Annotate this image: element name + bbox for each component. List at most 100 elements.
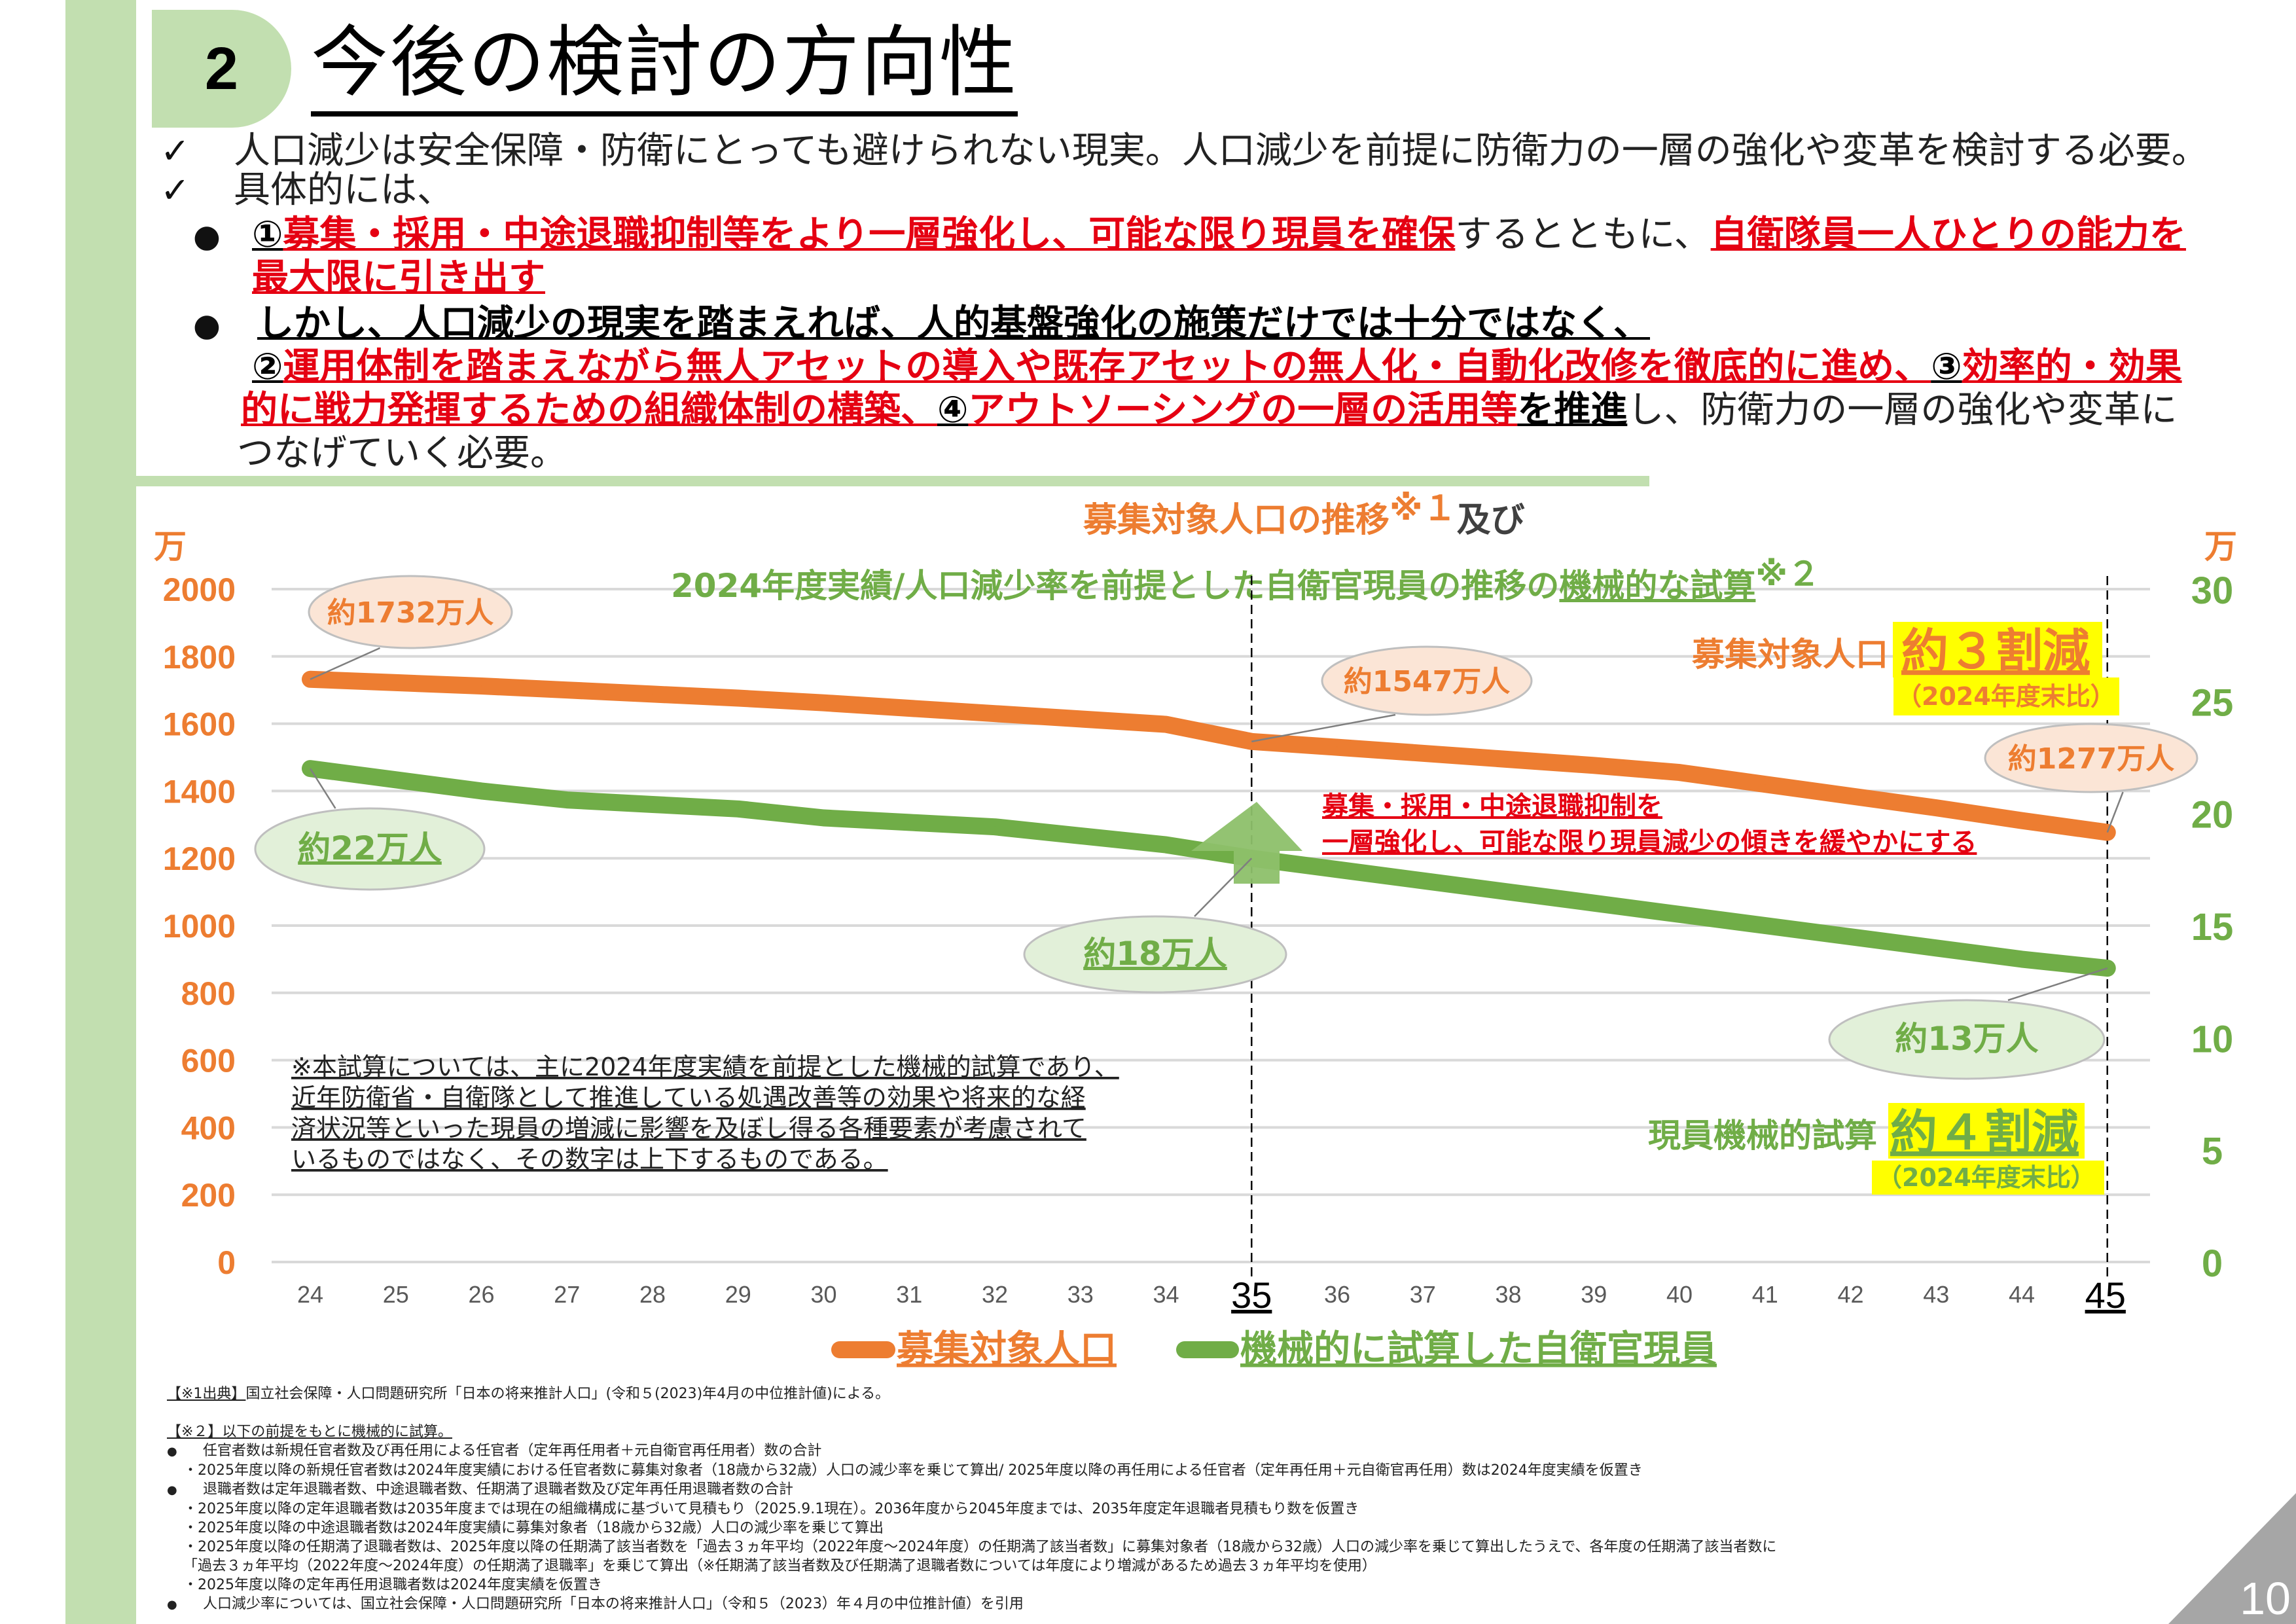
series-line-1 <box>302 760 2116 977</box>
footnote-text: ・2025年度以降の定年退職者数は2035年度までは現在の組織構成に基づいて見積… <box>183 1501 1359 1517</box>
item-black-text: しかし、人口減少の現実を踏まえれば、人的基盤強化の施策だけでは十分ではなく、 <box>257 302 1650 345</box>
item-red-text: 最大限に引き出す <box>252 257 545 299</box>
item-red-text: 的に戦力発揮するための組織体制の構築、 <box>241 389 937 431</box>
footnote-bullet-line: ● 任官者数は新規任官者数及び再任用による任官者（定年再任用者＋元自衛官再任用者）… <box>167 1441 2130 1461</box>
left-tick-label: 200 <box>181 1177 236 1214</box>
x-tick-label: 33 <box>1067 1281 1094 1308</box>
footnote-text: 人口減少率については、国立社会保障・人口問題研究所「日本の将来推計人口」（令和５… <box>203 1596 1024 1612</box>
highlight-box <box>1893 622 2102 677</box>
bullet-dot-icon: ● <box>167 1598 177 1612</box>
item-number: ③ <box>1931 346 1962 388</box>
footnote-text: ・2025年度以降の中途退職者数は2024年度実績に募集対象者（18歳から32歳… <box>183 1520 884 1536</box>
item-number: ① <box>252 213 283 256</box>
footnote-text: ・2025年度以降の定年再任用退職者数は2024年度実績を仮置き <box>183 1577 602 1593</box>
data-point <box>823 702 825 704</box>
data-point <box>1165 844 1167 846</box>
x-tick-label: 29 <box>725 1281 751 1308</box>
x-tick-label: 39 <box>1581 1281 1607 1308</box>
data-point <box>1679 913 1680 915</box>
left-tick-label: 1400 <box>163 773 236 810</box>
data-point <box>2021 958 2022 960</box>
right-tick-label: 15 <box>2191 906 2234 948</box>
x-tick-label: 30 <box>810 1281 836 1308</box>
summary-green-sub: （2024年度末比） <box>1877 1163 2096 1192</box>
right-tick-label: 0 <box>2202 1242 2223 1285</box>
data-point <box>1165 723 1167 725</box>
data-point <box>395 779 397 781</box>
right-tick-label: 25 <box>2191 681 2234 724</box>
data-point <box>1764 784 1766 785</box>
left-axis: 0 200 400 600 800 1000 1200 1400 1600 1800 2000 万 <box>154 528 236 1281</box>
bullet-dot-icon: ● <box>167 1445 177 1458</box>
right-tick-label: 30 <box>2191 569 2234 612</box>
section-divider <box>136 476 1649 486</box>
data-point <box>1593 902 1595 904</box>
data-point <box>1935 947 1937 949</box>
x-tick-label: 43 <box>1923 1281 1949 1308</box>
left-tick-label: 2000 <box>163 571 236 608</box>
data-point <box>908 707 910 709</box>
x-tick-label: 45 <box>2085 1274 2126 1316</box>
footnote-text: 「過去３ヵ年平均（2022年度～2024年度）の任期満了退職率」を乗じて算出（※… <box>183 1558 1376 1574</box>
bullet-dot-icon: ● <box>193 307 221 344</box>
check-icon: ✓ <box>160 130 190 171</box>
x-tick-label: 32 <box>982 1281 1008 1308</box>
item-red-text: 運用体制を踏まえながら無人アセットの導入や既存アセットの無人化・自動化改修を徹底… <box>283 346 1931 388</box>
x-tick-label: 41 <box>1752 1281 1778 1308</box>
data-point <box>1336 746 1338 748</box>
series <box>302 670 2116 977</box>
footnotes: 【※1出典】国立社会保障・人口問題研究所「日本の将来推計人口」(令和５(2023… <box>167 1384 2130 1614</box>
x-tick-label: 25 <box>383 1281 409 1308</box>
up-arrow-icon <box>1191 802 1302 884</box>
chart-title-suffix: 及び <box>1457 501 1525 540</box>
note-line: ※本試算については、主に2024年度実績を前提とした機械的試算であり、 <box>291 1053 1119 1081</box>
data-point <box>1764 925 1766 926</box>
callout-label: 約18万人 <box>1083 935 1227 973</box>
data-point <box>737 808 739 810</box>
data-point <box>1336 869 1338 871</box>
callout-label: 約13万人 <box>1895 1020 2039 1058</box>
item-number: ② <box>252 346 283 388</box>
chart-title-text: 2024年度実績/人口減少率を前提とした自衛官現員の推移の <box>671 567 1559 605</box>
data-point <box>1422 880 1424 882</box>
page-number-corner: 10 <box>2168 1493 2296 1624</box>
data-point <box>908 821 910 823</box>
footnote-bullet-line: ● 人口減少率については、国立社会保障・人口問題研究所「日本の将来推計人口」（令和… <box>167 1595 2130 1614</box>
bullet-item-1-line-1: ①募集・採用・中途退職抑制等をより一層強化し、可能な限り現員を確保するとともに、… <box>252 213 2186 257</box>
left-tick-label: 0 <box>217 1244 236 1281</box>
x-tick-label: 38 <box>1495 1281 1521 1308</box>
footnote-text: ・2025年度以降の新規任官者数は2024年度実績における任官者数に募集対象者（… <box>183 1462 1643 1479</box>
item-plain-text: し、防衛力の一層の強化や変革に <box>1627 389 2178 431</box>
item-number: ④ <box>937 389 969 431</box>
data-point <box>652 693 653 695</box>
left-axis-unit: 万 <box>154 528 187 565</box>
bullet-item-2-line-1: しかし、人口減少の現実を踏まえれば、人的基盤強化の施策だけでは十分ではなく、 <box>257 302 1650 346</box>
summary-green-value: 約４割減 <box>1890 1105 2079 1160</box>
data-point <box>737 697 739 699</box>
bullet-check-1: 人口減少は安全保障・防衛にとっても避けられない現実。人口減少を前提に防衛力の一層… <box>234 130 2208 172</box>
x-tick-label: 31 <box>896 1281 922 1308</box>
chart-title-line-2: 2024年度実績/人口減少率を前提とした自衛官現員の推移の機械的な試算※２ <box>671 555 1820 605</box>
left-tick-label: 400 <box>181 1110 236 1146</box>
highlight-box <box>1872 1161 2104 1195</box>
chart-title-underlined: 機械的な試算 <box>1559 567 1755 605</box>
page-title: 今後の検討の方向性 <box>311 13 1018 117</box>
chart-note: ※本試算については、主に2024年度実績を前提とした機械的試算であり、 近年防衛… <box>291 1053 1119 1174</box>
series-line-0 <box>302 670 2116 841</box>
bullet-check-2: 具体的には、 <box>234 169 454 211</box>
data-point <box>395 681 397 683</box>
footnote-1: 【※1出典】国立社会保障・人口問題研究所「日本の将来推計人口」(令和５(2023… <box>167 1384 2130 1403</box>
footnote-sub-line: ・2025年度以降の新規任官者数は2024年度実績における任官者数に募集対象者（… <box>167 1461 2130 1480</box>
chart-title-text: 募集対象人口の推移 <box>1083 501 1390 540</box>
summary-orange-sub: （2024年度末比） <box>1897 682 2115 711</box>
x-tick-label: 40 <box>1666 1281 1693 1308</box>
legend-label-green: 機械的に試算した自衛官現員 <box>1240 1328 1717 1371</box>
footnote-2-lines: ● 任官者数は新規任官者数及び再任用による任官者（定年再任用者＋元自衛官再任用者）… <box>167 1441 2130 1614</box>
bullet-item-2-line-2: ②運用体制を踏まえながら無人アセットの導入や既存アセットの無人化・自動化改修を徹… <box>252 346 2182 389</box>
callout-bubble <box>1828 999 2106 1080</box>
callout-leader <box>2007 967 2108 1001</box>
left-tick-label: 1600 <box>163 706 236 743</box>
right-axis-unit: 万 <box>2204 528 2237 565</box>
bullet-section: ✓ 人口減少は安全保障・防衛にとっても避けられない現実。人口減少を前提に防衛力の… <box>0 130 2296 483</box>
footnote-ref: ※１ <box>1390 489 1457 528</box>
